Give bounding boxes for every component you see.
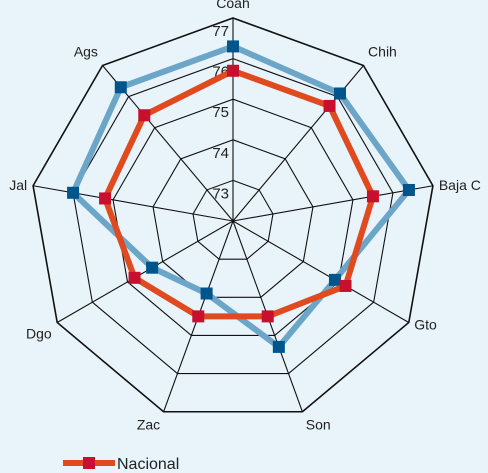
series-point bbox=[146, 261, 159, 274]
series-point bbox=[272, 340, 285, 353]
series-point bbox=[339, 279, 352, 292]
grid-ring bbox=[192, 179, 274, 260]
grid-spoke bbox=[56, 220, 234, 323]
category-label: Dgo bbox=[26, 326, 52, 342]
category-label: Coah bbox=[216, 0, 249, 11]
tick-label: 73 bbox=[212, 185, 229, 202]
series-point bbox=[200, 287, 213, 300]
data-series bbox=[67, 40, 415, 353]
series-point bbox=[128, 271, 141, 284]
legend-marker bbox=[83, 457, 95, 469]
series-point bbox=[323, 99, 336, 112]
grid-ring bbox=[32, 17, 434, 413]
series-point bbox=[366, 190, 379, 203]
series-point bbox=[402, 183, 415, 196]
series-point bbox=[192, 310, 205, 323]
series-point bbox=[328, 273, 341, 286]
legend: Nacional bbox=[63, 456, 179, 473]
legend-label: Nacional bbox=[117, 456, 179, 473]
series-point bbox=[333, 87, 346, 100]
series-line bbox=[101, 67, 377, 320]
grid-spoke bbox=[232, 220, 410, 323]
grid-spoke bbox=[32, 185, 234, 222]
grid-ring bbox=[72, 58, 394, 375]
tick-label: 77 bbox=[212, 23, 229, 40]
category-label: Zac bbox=[137, 417, 160, 433]
series-point bbox=[227, 64, 239, 77]
series-point bbox=[261, 310, 274, 323]
grid-ring bbox=[112, 98, 354, 337]
category-label: Son bbox=[306, 417, 331, 433]
series-point bbox=[99, 192, 112, 205]
grid-spoke bbox=[232, 185, 434, 222]
tick-label: 75 bbox=[212, 104, 229, 121]
series-point bbox=[67, 186, 80, 199]
category-label: Chih bbox=[368, 43, 397, 59]
series-line bbox=[69, 43, 413, 351]
series-point bbox=[114, 81, 127, 94]
series-point bbox=[227, 40, 239, 53]
tick-label: 74 bbox=[212, 145, 229, 162]
category-label: Jal bbox=[9, 177, 27, 193]
category-label: Baja C bbox=[439, 177, 481, 193]
category-label: Ags bbox=[74, 43, 98, 59]
series-point bbox=[138, 109, 151, 122]
category-label: Gto bbox=[414, 317, 437, 333]
grid-ring bbox=[152, 139, 314, 298]
category-labels: Coah Chih Baja C Gto Son Zac Dgo Jal Ags bbox=[9, 0, 481, 433]
